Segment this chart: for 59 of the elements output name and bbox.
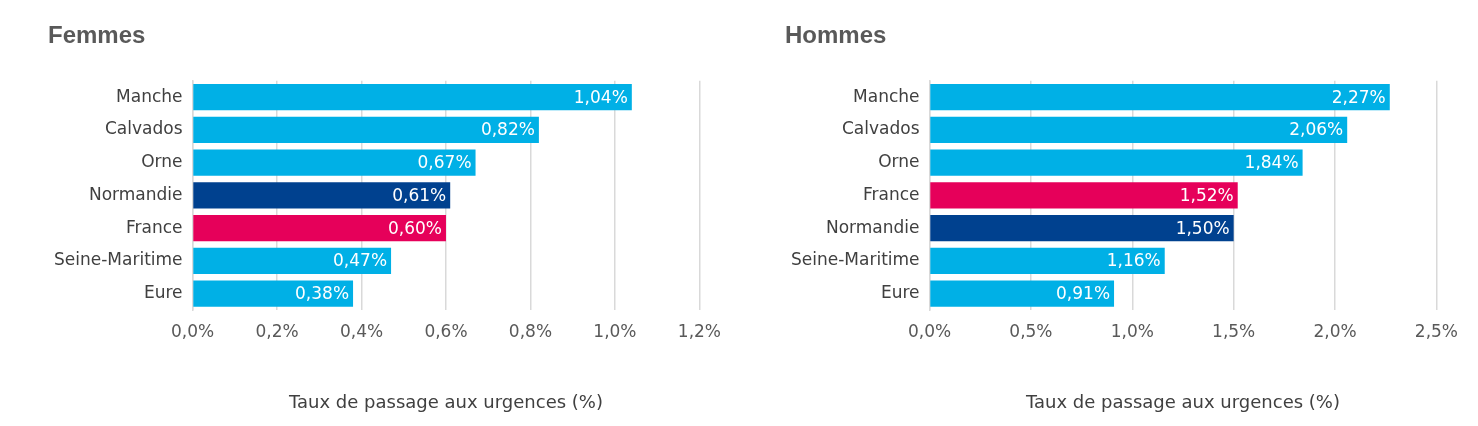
bar (930, 280, 1115, 307)
bar (930, 247, 1165, 274)
bar (193, 280, 354, 307)
data-label: 0,61% (392, 184, 447, 205)
bar (193, 149, 476, 176)
y-tick-label: Orne (141, 151, 183, 172)
bar (193, 84, 632, 111)
x-tick-label: 0,4% (339, 320, 384, 341)
x-tick-label: 2,5% (1414, 320, 1459, 341)
y-tick-label: Calvados (105, 118, 183, 139)
data-label: 0,67% (417, 152, 472, 173)
y-tick-label: Eure (143, 282, 183, 303)
y-tick-label: Seine-Maritime (54, 249, 183, 270)
y-tick-label: Manche (116, 85, 183, 106)
chart-title: Hommes (785, 21, 887, 49)
bar (930, 84, 1390, 111)
data-label: 0,60% (387, 217, 442, 238)
x-axis-title: Taux de passage aux urgences (%) (1025, 390, 1340, 412)
bar (193, 182, 451, 209)
x-tick-label: 0,5% (1009, 320, 1053, 341)
y-tick-label: France (126, 216, 183, 237)
x-tick-label: 0,6% (424, 320, 468, 341)
data-label: 0,82% (480, 119, 535, 140)
x-tick-label: 2,0% (1313, 320, 1357, 341)
x-tick-label: 0,8% (508, 320, 553, 341)
bar (930, 215, 1234, 242)
y-tick-label: Normandie (89, 183, 183, 204)
data-label: 0,47% (333, 250, 388, 271)
x-tick-label: 1,0% (1110, 320, 1154, 341)
chart-title: Femmes (48, 21, 146, 49)
data-label: 1,50% (1175, 217, 1230, 238)
y-tick-label: Normandie (826, 216, 920, 237)
x-tick-label: 0,2% (255, 320, 299, 341)
x-tick-label: 1,0% (593, 320, 637, 341)
x-tick-label: 0,0% (170, 320, 215, 341)
bar (930, 182, 1238, 209)
y-tick-label: Seine-Maritime (791, 249, 920, 270)
data-label: 1,84% (1244, 152, 1299, 173)
y-tick-label: Calvados (842, 118, 920, 139)
y-tick-label: Eure (880, 282, 920, 303)
data-label: 2,06% (1289, 119, 1344, 140)
bar (930, 116, 1348, 144)
bar (930, 149, 1303, 176)
bar (193, 215, 446, 242)
x-tick-label: 0,0% (907, 320, 952, 341)
data-label: 0,91% (1056, 283, 1111, 304)
data-label: 1,52% (1179, 184, 1234, 205)
data-label: 1,04% (573, 86, 628, 107)
y-tick-label: France (863, 183, 920, 204)
data-label: 2,27% (1331, 86, 1386, 107)
bar (193, 247, 392, 274)
x-tick-label: 1,5% (1212, 320, 1256, 341)
data-label: 1,16% (1106, 250, 1161, 271)
x-axis-title: Taux de passage aux urgences (%) (288, 390, 603, 412)
y-tick-label: Orne (878, 151, 920, 172)
bar (193, 116, 539, 144)
data-label: 0,38% (295, 283, 350, 304)
x-tick-label: 1,2% (677, 320, 722, 341)
y-tick-label: Manche (853, 85, 920, 106)
